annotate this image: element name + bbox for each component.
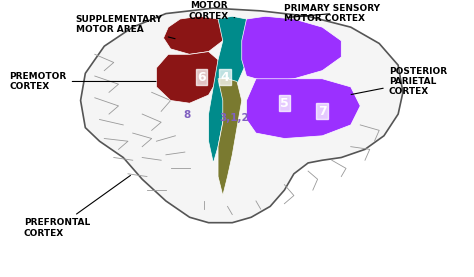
Polygon shape [242,16,341,81]
Text: 3,1,2: 3,1,2 [220,113,249,123]
Text: 5: 5 [280,97,289,110]
Polygon shape [81,8,403,223]
Polygon shape [209,16,256,163]
Text: PRIMARY SENSORY
MOTOR CORTEX: PRIMARY SENSORY MOTOR CORTEX [284,4,381,23]
Text: MOTOR
CORTEX: MOTOR CORTEX [189,1,235,20]
Text: 7: 7 [318,105,327,118]
Text: 6: 6 [197,71,206,84]
Text: PREMOTOR
CORTEX: PREMOTOR CORTEX [9,72,156,91]
Text: 4: 4 [221,71,229,84]
Text: POSTERIOR
PARIETAL
CORTEX: POSTERIOR PARIETAL CORTEX [351,66,447,96]
Polygon shape [218,79,242,196]
Polygon shape [164,16,228,54]
Text: SUPPLEMENTARY
MOTOR AREA: SUPPLEMENTARY MOTOR AREA [76,15,175,39]
Polygon shape [156,52,218,103]
Polygon shape [246,79,360,138]
Text: 8: 8 [183,111,191,120]
Text: PREFRONTAL
CORTEX: PREFRONTAL CORTEX [24,175,130,238]
